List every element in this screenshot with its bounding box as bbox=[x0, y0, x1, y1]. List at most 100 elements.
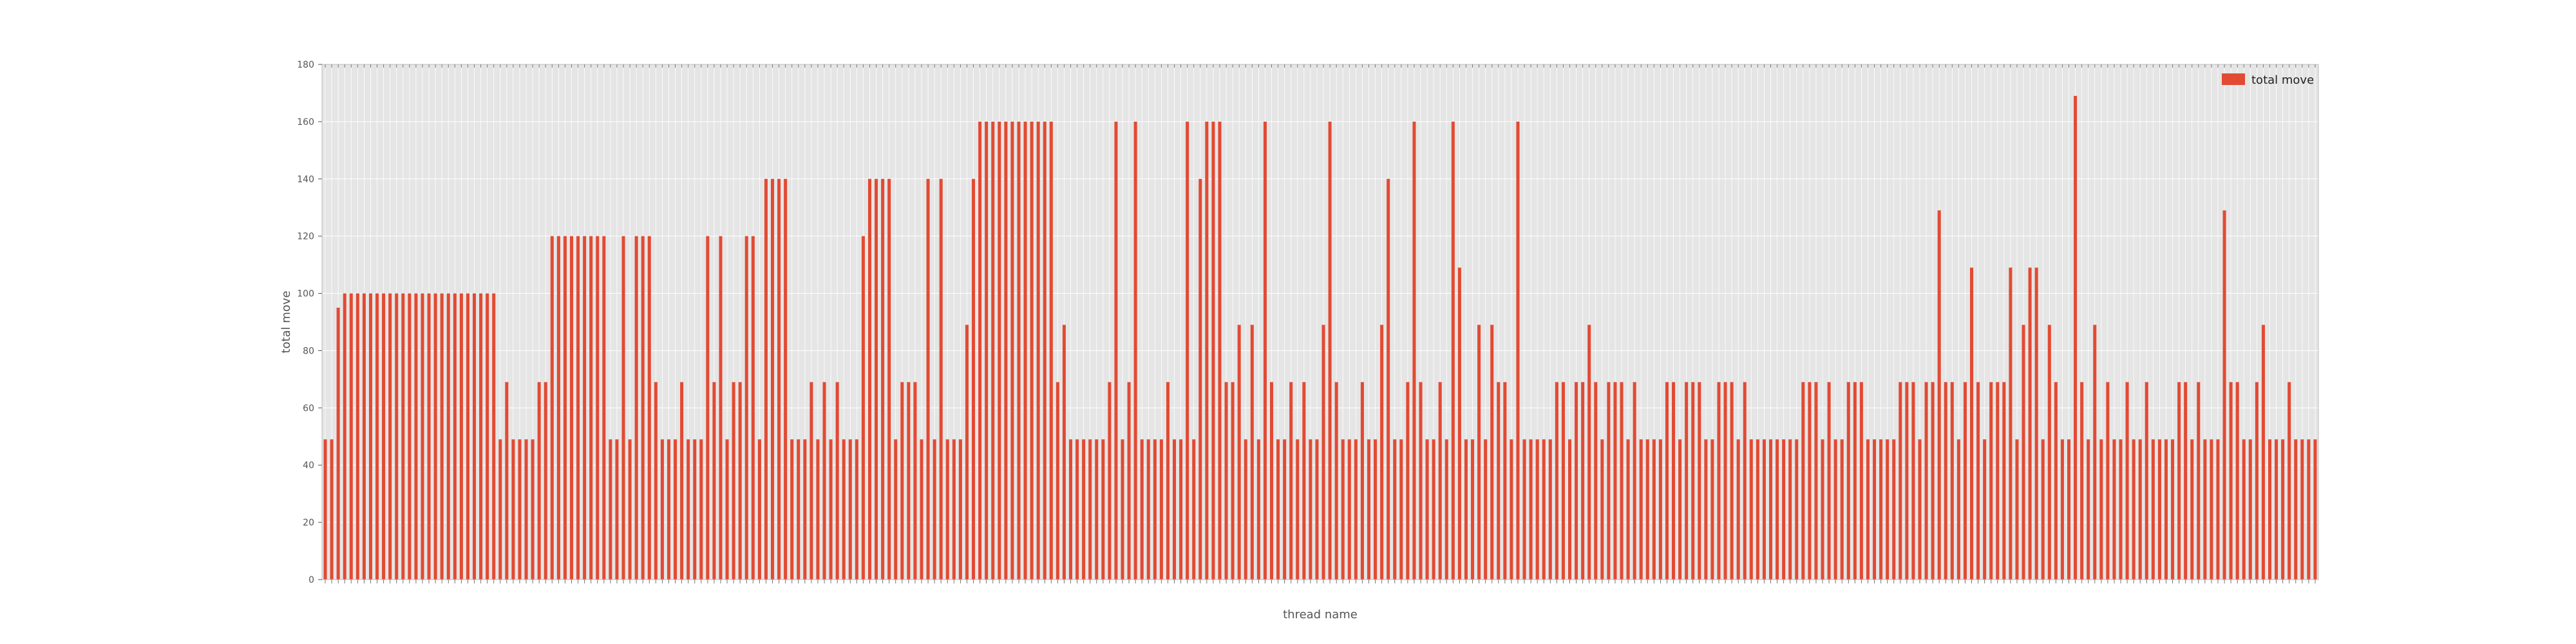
bar bbox=[1186, 121, 1189, 580]
bar bbox=[1645, 439, 1649, 580]
bar bbox=[816, 439, 820, 580]
bar bbox=[1354, 439, 1358, 580]
bar bbox=[887, 178, 891, 580]
legend-swatch bbox=[2222, 73, 2245, 85]
bar bbox=[1886, 439, 1889, 580]
bar bbox=[1114, 121, 1118, 580]
bar bbox=[2216, 439, 2220, 580]
bar bbox=[2034, 267, 2038, 580]
bar bbox=[1575, 382, 1578, 580]
bar bbox=[822, 382, 826, 580]
bar bbox=[2093, 325, 2097, 580]
bar bbox=[1652, 439, 1656, 580]
bar bbox=[1231, 382, 1235, 580]
bar bbox=[939, 178, 943, 580]
bar bbox=[900, 382, 904, 580]
y-tick-label: 180 bbox=[297, 60, 314, 70]
bar bbox=[803, 439, 807, 580]
bar bbox=[408, 293, 412, 580]
bar bbox=[1043, 121, 1046, 580]
bar bbox=[1062, 325, 1066, 580]
bar bbox=[453, 293, 457, 580]
bar bbox=[368, 293, 373, 580]
bar bbox=[414, 293, 418, 580]
bar bbox=[998, 121, 1001, 580]
bar bbox=[355, 293, 359, 580]
bar bbox=[757, 439, 761, 580]
bar bbox=[699, 439, 703, 580]
bar bbox=[1911, 382, 1915, 580]
bar bbox=[674, 439, 677, 580]
bar bbox=[867, 178, 872, 580]
bar bbox=[1309, 439, 1312, 580]
bar bbox=[1827, 382, 1831, 580]
bar bbox=[1983, 439, 1987, 580]
bar bbox=[1730, 382, 1734, 580]
bar bbox=[2067, 439, 2071, 580]
x-axis-label: thread name bbox=[1283, 608, 1358, 621]
plot-frame bbox=[321, 64, 2319, 580]
y-tick-label: 100 bbox=[297, 289, 314, 299]
bar bbox=[1049, 121, 1053, 580]
bar bbox=[615, 439, 619, 580]
bar bbox=[1522, 439, 1526, 580]
bar bbox=[725, 439, 729, 580]
bar bbox=[1444, 439, 1448, 580]
bar bbox=[1082, 439, 1086, 580]
bar bbox=[1516, 121, 1520, 580]
bar bbox=[1108, 382, 1112, 580]
bar bbox=[1600, 439, 1604, 580]
bar bbox=[2294, 439, 2298, 580]
bar bbox=[1471, 439, 1475, 580]
y-tick-label: 160 bbox=[297, 117, 314, 128]
bar bbox=[920, 439, 923, 580]
bar bbox=[1937, 210, 1941, 580]
bar bbox=[1406, 382, 1410, 580]
bar bbox=[777, 178, 781, 580]
bar bbox=[479, 293, 483, 580]
bar bbox=[1710, 439, 1714, 580]
y-axis-label: total move bbox=[279, 290, 293, 353]
bar bbox=[952, 439, 956, 580]
bar bbox=[667, 439, 670, 580]
bar bbox=[1976, 382, 1980, 580]
bar bbox=[2229, 382, 2233, 580]
bar bbox=[563, 236, 567, 580]
bar bbox=[2009, 267, 2012, 580]
bar bbox=[2248, 439, 2252, 580]
bar bbox=[1341, 439, 1345, 580]
bar bbox=[810, 382, 813, 580]
bar bbox=[1179, 439, 1183, 580]
bar bbox=[680, 382, 684, 580]
bar bbox=[894, 439, 898, 580]
bar bbox=[569, 236, 574, 580]
bar bbox=[1017, 121, 1021, 580]
bar bbox=[1321, 325, 1325, 580]
bar bbox=[589, 236, 593, 580]
bar bbox=[1950, 382, 1954, 580]
bar bbox=[1224, 382, 1228, 580]
bar bbox=[1704, 439, 1708, 580]
bar bbox=[511, 439, 515, 580]
bar bbox=[770, 178, 775, 580]
bar bbox=[382, 293, 386, 580]
bar bbox=[2132, 439, 2136, 580]
y-tick-label: 120 bbox=[297, 232, 314, 242]
bar bbox=[1503, 382, 1507, 580]
bar bbox=[1620, 382, 1624, 580]
bar bbox=[2028, 267, 2032, 580]
bar bbox=[797, 439, 800, 580]
bar bbox=[1768, 439, 1773, 580]
bar bbox=[875, 178, 878, 580]
bar bbox=[881, 178, 885, 580]
bar bbox=[1555, 382, 1558, 580]
bar bbox=[1788, 439, 1792, 580]
bar bbox=[1626, 439, 1630, 580]
bar bbox=[1419, 382, 1423, 580]
bar bbox=[1127, 382, 1131, 580]
bar bbox=[2255, 382, 2259, 580]
bar bbox=[459, 293, 463, 580]
legend-label: total move bbox=[2251, 73, 2314, 87]
bar bbox=[1121, 439, 1124, 580]
bar bbox=[1269, 382, 1274, 580]
